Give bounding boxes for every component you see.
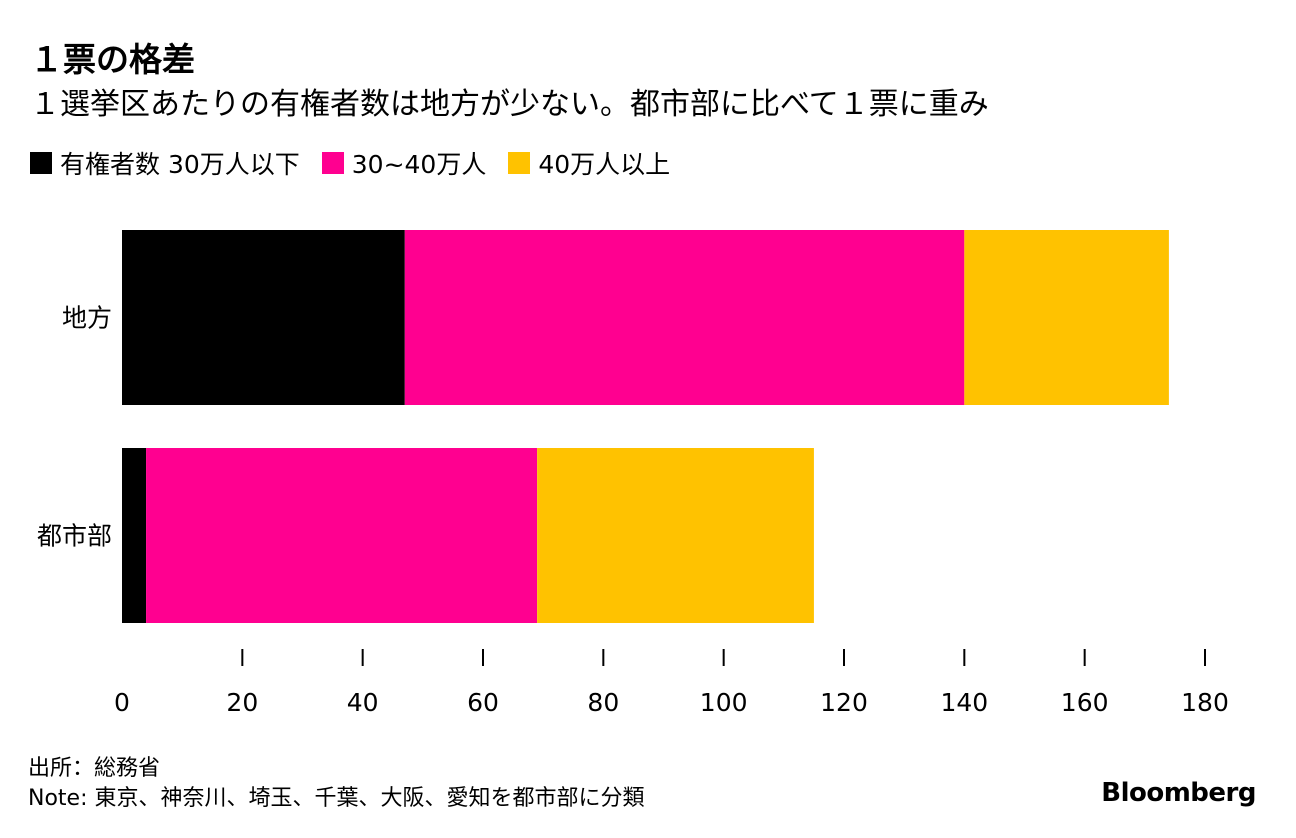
x-tick-label-5: 100 (700, 688, 748, 717)
category-label-0: 地方 (62, 304, 112, 333)
x-tick-label-2: 40 (347, 688, 379, 717)
legend-swatch-under-300k (30, 152, 52, 174)
footnote: Note: 東京、神奈川、埼玉、千葉、大阪、愛知を都市部に分類 (28, 786, 645, 811)
x-tick-label-4: 80 (587, 688, 619, 717)
legend-label-300k-400k: 30~40万人 (351, 150, 487, 179)
chart-subtitle: １選挙区あたりの有権者数は地方が少ない。都市部に比べて１票に重み (30, 87, 989, 122)
x-tick-label-6: 120 (820, 688, 868, 717)
x-tick-label-7: 140 (940, 688, 988, 717)
x-tick-label-1: 20 (226, 688, 258, 717)
x-tick-label-8: 160 (1061, 688, 1109, 717)
legend-item-300k-400k: 30~40万人 (321, 145, 487, 181)
legend-item-over-400k: 40万人以上 (508, 145, 670, 181)
bloomberg-logo: Bloomberg (1101, 778, 1256, 808)
chart-title: １票の格差 (30, 40, 195, 79)
legend-item-under-300k: 有権者数 30万人以下 (30, 145, 300, 181)
category-label-1: 都市部 (37, 522, 112, 551)
bar-segment-1-0 (122, 448, 147, 623)
legend-swatch-over-400k (508, 152, 531, 174)
legend: 有権者数 30万人以下 30~40万人 40万人以上 (30, 145, 692, 181)
legend-swatch-300k-400k (321, 152, 344, 174)
bar-segment-1-1 (146, 448, 538, 623)
source-note: 出所：総務省 (28, 756, 161, 781)
x-tick-label-9: 180 (1181, 688, 1229, 717)
bar-segment-0-0 (122, 230, 405, 405)
bar-segment-1-2 (537, 448, 814, 623)
x-tick-label-3: 60 (467, 688, 499, 717)
bar-segment-0-1 (404, 230, 965, 405)
legend-label-under-300k: 有権者数 30万人以下 (60, 150, 300, 179)
x-tick-label-0: 0 (114, 688, 130, 717)
legend-label-over-400k: 40万人以上 (538, 150, 671, 179)
bar-segment-0-2 (964, 230, 1169, 405)
